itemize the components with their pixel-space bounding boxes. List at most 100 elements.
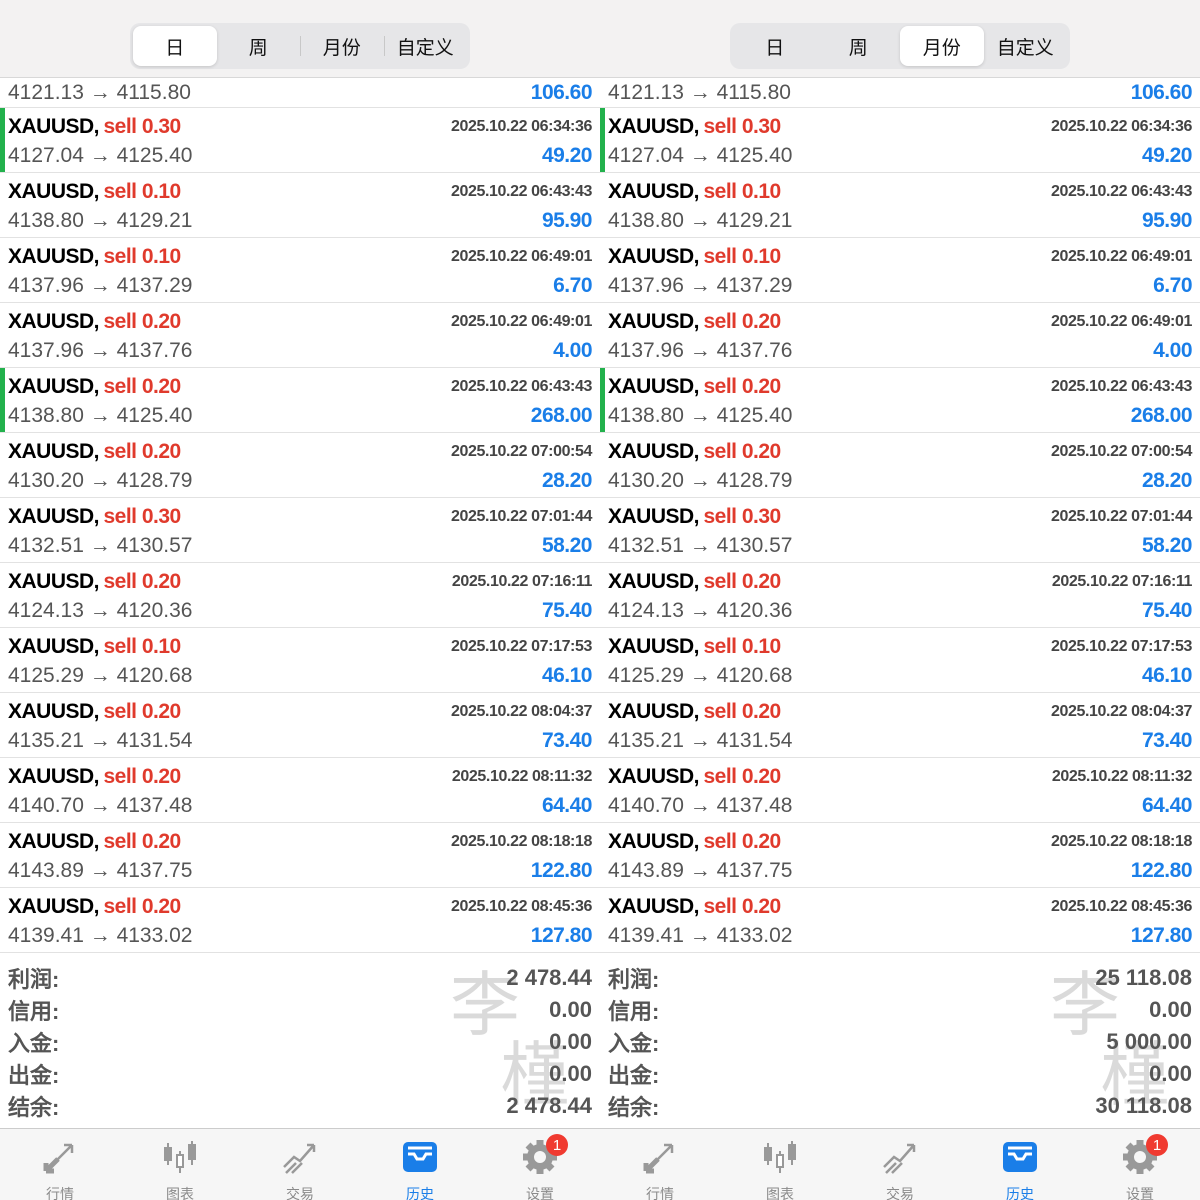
period-tab[interactable]: 日 [765, 37, 785, 59]
trade-row[interactable]: XAUUSD, sell 0.20 2025.10.22 08:11:32 414… [600, 758, 1200, 823]
trade-time: 2025.10.22 06:43:43 [1051, 377, 1192, 395]
trade-row[interactable]: XAUUSD, sell 0.20 2025.10.22 06:43:43 413… [0, 368, 600, 433]
tab-trade-trend[interactable]: 交易 [240, 1129, 360, 1200]
summary-label: 结余: [8, 1095, 60, 1120]
summary-row: 利润: 25 118.08 [608, 962, 1192, 994]
trade-side-volume: sell 0.20 [703, 569, 781, 593]
trade-row[interactable]: XAUUSD, sell 0.20 2025.10.22 08:11:32 414… [0, 758, 600, 823]
summary-label: 出金: [8, 1063, 60, 1088]
tab-label: 历史 [406, 1186, 434, 1200]
tab-quotes-arrows[interactable]: 行情 [600, 1129, 720, 1200]
summary-label: 出金: [608, 1063, 660, 1088]
trade-time: 2025.10.22 06:49:01 [451, 312, 592, 330]
profit: 58.20 [541, 534, 593, 557]
period-tab[interactable]: 月份 [300, 26, 384, 66]
trade-row[interactable]: XAUUSD, sell 0.30 2025.10.22 07:01:44 413… [600, 498, 1200, 563]
summary-row: 结余: 30 118.08 [608, 1090, 1192, 1122]
profit: 95.90 [1141, 209, 1193, 232]
trade-row[interactable]: XAUUSD, sell 0.10 2025.10.22 06:43:43 413… [600, 173, 1200, 238]
trade-row[interactable]: XAUUSD, sell 0.10 2025.10.22 06:43:43 413… [0, 173, 600, 238]
summary-value: 2 478.44 [506, 1093, 592, 1118]
profit: 95.90 [541, 209, 593, 232]
trade-row[interactable]: XAUUSD, sell 0.20 2025.10.22 06:49:01 413… [600, 303, 1200, 368]
trade-time: 2025.10.22 06:43:43 [1051, 182, 1192, 200]
tab-candlestick-chart[interactable]: 图表 [720, 1129, 840, 1200]
trade-row[interactable]: XAUUSD, sell 0.30 2025.10.22 07:01:44 413… [0, 498, 600, 563]
profit: 64.40 [541, 794, 593, 817]
period-tab[interactable]: 周 [848, 37, 868, 59]
tab-candlestick-chart[interactable]: 图表 [120, 1129, 240, 1200]
quotes-arrows-icon [40, 1137, 80, 1184]
trade-side-volume: sell 0.20 [103, 894, 181, 918]
notification-badge: 1 [546, 1134, 568, 1156]
trade-row[interactable]: XAUUSD, sell 0.10 2025.10.22 06:49:01 413… [0, 238, 600, 303]
tab-quotes-arrows[interactable]: 行情 [0, 1129, 120, 1200]
trade-row[interactable]: XAUUSD, sell 0.20 2025.10.22 06:49:01 413… [0, 303, 600, 368]
summary-row: 利润: 2 478.44 [8, 962, 592, 994]
price-change: 4130.20 → 4128.79 [608, 469, 793, 492]
summary-row: 出金: 0.00 [8, 1058, 592, 1090]
trade-time: 2025.10.22 06:34:36 [1051, 117, 1192, 135]
tab-label: 图表 [166, 1186, 194, 1200]
trade-trend-icon [280, 1137, 320, 1184]
trade-row[interactable]: XAUUSD, sell 0.20 2025.10.22 07:00:54 413… [600, 433, 1200, 498]
price-change: 4135.21 → 4131.54 [608, 729, 793, 752]
trade-row[interactable]: XAUUSD, sell 0.20 2025.10.22 08:18:18 414… [600, 823, 1200, 888]
tab-history-inbox[interactable]: 历史 [360, 1129, 480, 1200]
symbol: XAUUSD, [608, 829, 700, 853]
trade-row[interactable]: XAUUSD, sell 0.30 2025.10.22 06:34:36 412… [0, 108, 600, 173]
trade-row[interactable]: XAUUSD, sell 0.10 2025.10.22 07:17:53 412… [600, 628, 1200, 693]
trade-side-volume: sell 0.20 [703, 309, 781, 333]
price-change: 4140.70 → 4137.48 [8, 794, 193, 817]
tab-history-inbox[interactable]: 历史 [960, 1129, 1080, 1200]
trade-row[interactable]: XAUUSD, sell 0.20 2025.10.22 08:45:36 413… [0, 888, 600, 953]
candlestick-chart-icon [160, 1137, 200, 1184]
tab-gear[interactable]: 设置 1 [1080, 1129, 1200, 1200]
trade-time: 2025.10.22 06:49:01 [1051, 312, 1192, 330]
trade-row[interactable]: XAUUSD, sell 0.10 2025.10.22 07:17:53 412… [0, 628, 600, 693]
trade-row[interactable]: XAUUSD, sell 0.20 2025.10.22 08:18:18 414… [0, 823, 600, 888]
trade-row[interactable]: XAUUSD, sell 0.20 2025.10.22 07:16:11 412… [600, 563, 1200, 628]
summary-label: 结余: [608, 1095, 660, 1120]
trade-side-volume: sell 0.10 [103, 179, 181, 203]
trade-side-volume: sell 0.20 [103, 439, 181, 463]
tab-gear[interactable]: 设置 1 [480, 1129, 600, 1200]
trade-row[interactable]: XAUUSD, sell 0.20 2025.10.22 08:45:36 413… [600, 888, 1200, 953]
tab-trade-trend[interactable]: 交易 [840, 1129, 960, 1200]
trade-side-volume: sell 0.30 [103, 504, 181, 528]
trade-time: 2025.10.22 08:04:37 [451, 702, 592, 720]
price-change: 4127.04 → 4125.40 [608, 144, 793, 167]
price-change: 4137.96 → 4137.76 [8, 339, 193, 362]
price-change: 4139.41 → 4133.02 [608, 924, 793, 947]
history-panel: 日 周 月份 自定义 4121.13 → 4115.80 106.60 XAUUSD, … [0, 0, 600, 1200]
price-change: 4138.80 → 4125.40 [608, 404, 793, 427]
trade-time: 2025.10.22 08:04:37 [1051, 702, 1192, 720]
profit: 49.20 [1141, 144, 1193, 167]
period-tab[interactable]: 周 [248, 37, 268, 59]
symbol: XAUUSD, [608, 699, 700, 723]
period-tab[interactable]: 自定义 [996, 37, 1054, 59]
profit: 268.00 [1130, 404, 1193, 427]
trade-row[interactable]: XAUUSD, sell 0.30 2025.10.22 06:34:36 412… [600, 108, 1200, 173]
trade-row[interactable]: XAUUSD, sell 0.20 2025.10.22 06:43:43 413… [600, 368, 1200, 433]
tab-label: 设置 [1126, 1186, 1154, 1200]
profit: 106.60 [530, 81, 593, 104]
trade-row[interactable]: XAUUSD, sell 0.10 2025.10.22 06:49:01 413… [600, 238, 1200, 303]
profit: 28.20 [541, 469, 593, 492]
price-change: 4138.80 → 4129.21 [8, 209, 193, 232]
trade-row[interactable]: XAUUSD, sell 0.20 2025.10.22 08:04:37 413… [0, 693, 600, 758]
summary-value: 30 118.08 [1095, 1093, 1192, 1118]
trade-row[interactable]: XAUUSD, sell 0.20 2025.10.22 08:04:37 413… [600, 693, 1200, 758]
trade-side-volume: sell 0.10 [103, 244, 181, 268]
trade-row[interactable]: XAUUSD, sell 0.20 2025.10.22 07:16:11 412… [0, 563, 600, 628]
period-tab[interactable]: 日 [133, 26, 217, 66]
trade-row-partial[interactable]: 4121.13 → 4115.80 106.60 [600, 79, 1200, 108]
symbol: XAUUSD, [608, 894, 700, 918]
symbol: XAUUSD, [8, 504, 100, 528]
period-tab[interactable]: 自定义 [383, 26, 468, 66]
trade-row[interactable]: XAUUSD, sell 0.20 2025.10.22 07:00:54 413… [0, 433, 600, 498]
period-tab[interactable]: 月份 [900, 26, 984, 66]
trade-row-partial[interactable]: 4121.13 → 4115.80 106.60 [0, 79, 600, 108]
symbol: XAUUSD, [608, 569, 700, 593]
profit: 106.60 [1130, 81, 1193, 104]
